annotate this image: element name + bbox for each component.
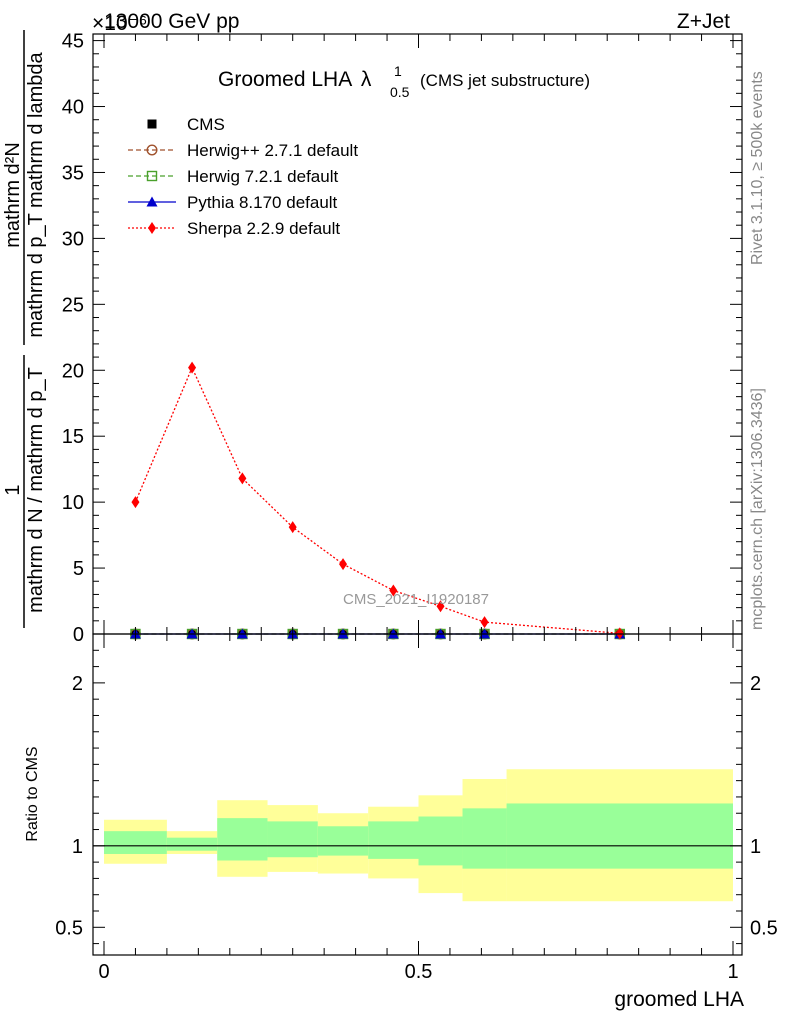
main-y-label: 1 mathrm d N / mathrm d p_T mathrm d²N m… (2, 30, 47, 628)
ylabel-prefix-denominator: mathrm d N / mathrm d p_T (25, 367, 47, 613)
marker-diamond (131, 496, 140, 509)
main-y-axis: 0 5 10 15 20 25 30 35 40 45 (62, 31, 742, 646)
analysis-watermark: CMS_2021_I1920187 (343, 591, 489, 608)
marker-diamond (480, 616, 489, 629)
ratio-y-label: Ratio to CMS (24, 746, 41, 841)
marker-diamond (238, 472, 247, 485)
rivet-label: Rivet 3.1.10, ≥ 500k events (749, 71, 766, 265)
marker-diamond (288, 521, 297, 534)
x-tick-label: 0 (98, 961, 109, 983)
title-main: Groomed LHA λ (218, 68, 372, 91)
ratio-band-inner (217, 818, 268, 861)
marker-diamond (389, 584, 398, 597)
x-tick-label: 0.5 (405, 961, 433, 983)
chart-title: Groomed LHA λ 1 0.5 (CMS jet substructur… (218, 63, 590, 100)
ratio-band-inner (166, 837, 218, 851)
ratio-y-tick-label-right: 1 (750, 836, 761, 858)
y-tick-label: 40 (62, 97, 84, 119)
title-symbol: λ (361, 68, 372, 91)
x-tick-label: 1 (727, 961, 738, 983)
ratio-bands (93, 769, 742, 902)
marker-diamond (339, 558, 348, 571)
ylabel-prefix-numerator: 1 (2, 484, 24, 495)
process-label: Z+Jet (677, 10, 730, 33)
ratio-band-inner (506, 803, 733, 869)
y-tick-label: 30 (62, 228, 84, 250)
ratio-frame-box (92, 633, 743, 956)
marker-diamond (615, 627, 624, 640)
y-tick-label: 35 (62, 162, 84, 184)
ratio-band-inner (104, 831, 167, 854)
title-superscript: 1 (394, 63, 402, 79)
mcplots-label: mcplots.cern.ch [arXiv:1306.3436] (749, 388, 766, 630)
y-tick-label: 0 (73, 624, 84, 646)
y-tick-label: 10 (62, 492, 84, 514)
ratio-y-tick-label: 0.5 (55, 917, 83, 939)
legend-label: Pythia 8.170 default (187, 193, 338, 212)
marker-diamond (436, 600, 445, 613)
title-suffix: (CMS jet substructure) (420, 71, 590, 90)
y-tick-label: 20 (62, 360, 84, 382)
legend-entry-sherpa: Sherpa 2.2.9 default (128, 219, 340, 238)
ratio-band-inner (368, 821, 419, 859)
y-exponent-label: ×10⁻⁶ (92, 12, 147, 35)
ratio-band-inner (418, 816, 463, 866)
ratio-y-tick-label-right: 0.5 (750, 917, 778, 939)
x-axis: 0 0.5 1 (98, 34, 739, 983)
legend-entry-pythia: Pythia 8.170 default (128, 193, 338, 212)
title-main-text: Groomed LHA (218, 68, 352, 91)
marker-triangle (146, 196, 158, 207)
y-tick-label: 5 (73, 558, 84, 580)
legend-label: CMS (187, 115, 225, 134)
ratio-y-tick-label: 1 (72, 836, 83, 858)
legend-label: Herwig++ 2.7.1 default (187, 141, 358, 160)
title-subscript: 0.5 (390, 84, 410, 100)
y-tick-label: 15 (62, 426, 84, 448)
marker-open-square (146, 170, 158, 182)
legend-entry-cms: CMS (147, 115, 225, 134)
marker-square (147, 119, 157, 129)
ratio-y-axis: 0.5 0.5 1 1 2 2 (55, 649, 778, 945)
ylabel-denominator: mathrm d p_T mathrm d lambda (25, 51, 47, 337)
ratio-band-inner (317, 826, 369, 856)
ratio-frame (92, 633, 743, 956)
y-tick-label: 25 (62, 294, 84, 316)
legend-label: Sherpa 2.2.9 default (187, 219, 340, 238)
legend-entry-herwigpp: Herwig++ 2.7.1 default (128, 141, 358, 160)
ratio-band-inner (462, 808, 507, 869)
legend-label: Herwig 7.2.1 default (187, 167, 338, 186)
ratio-y-tick-label-right: 2 (750, 673, 761, 695)
ratio-panel: 0.5 0.51 12 2 0 0.5 1 (55, 34, 778, 983)
main-panel: 0 5 10 15 20 25 30 35 40 45 (62, 31, 743, 646)
y-tick-label: 45 (62, 31, 84, 53)
series-sherpa (131, 361, 624, 640)
ratio-y-tick-label: 2 (72, 673, 83, 695)
marker-diamond (188, 361, 197, 374)
marker-circle (146, 144, 158, 156)
ylabel-numerator: mathrm d²N (2, 142, 24, 248)
legend: CMS Herwig++ 2.7.1 default Herwig 7.2.1 de… (128, 115, 358, 238)
legend-entry-herwig7: Herwig 7.2.1 default (128, 167, 338, 186)
x-axis-label: groomed LHA (614, 988, 744, 1011)
energy-label: 13000 GeV pp (104, 10, 239, 33)
marker-diamond (148, 222, 156, 234)
ratio-band-inner (267, 821, 318, 858)
